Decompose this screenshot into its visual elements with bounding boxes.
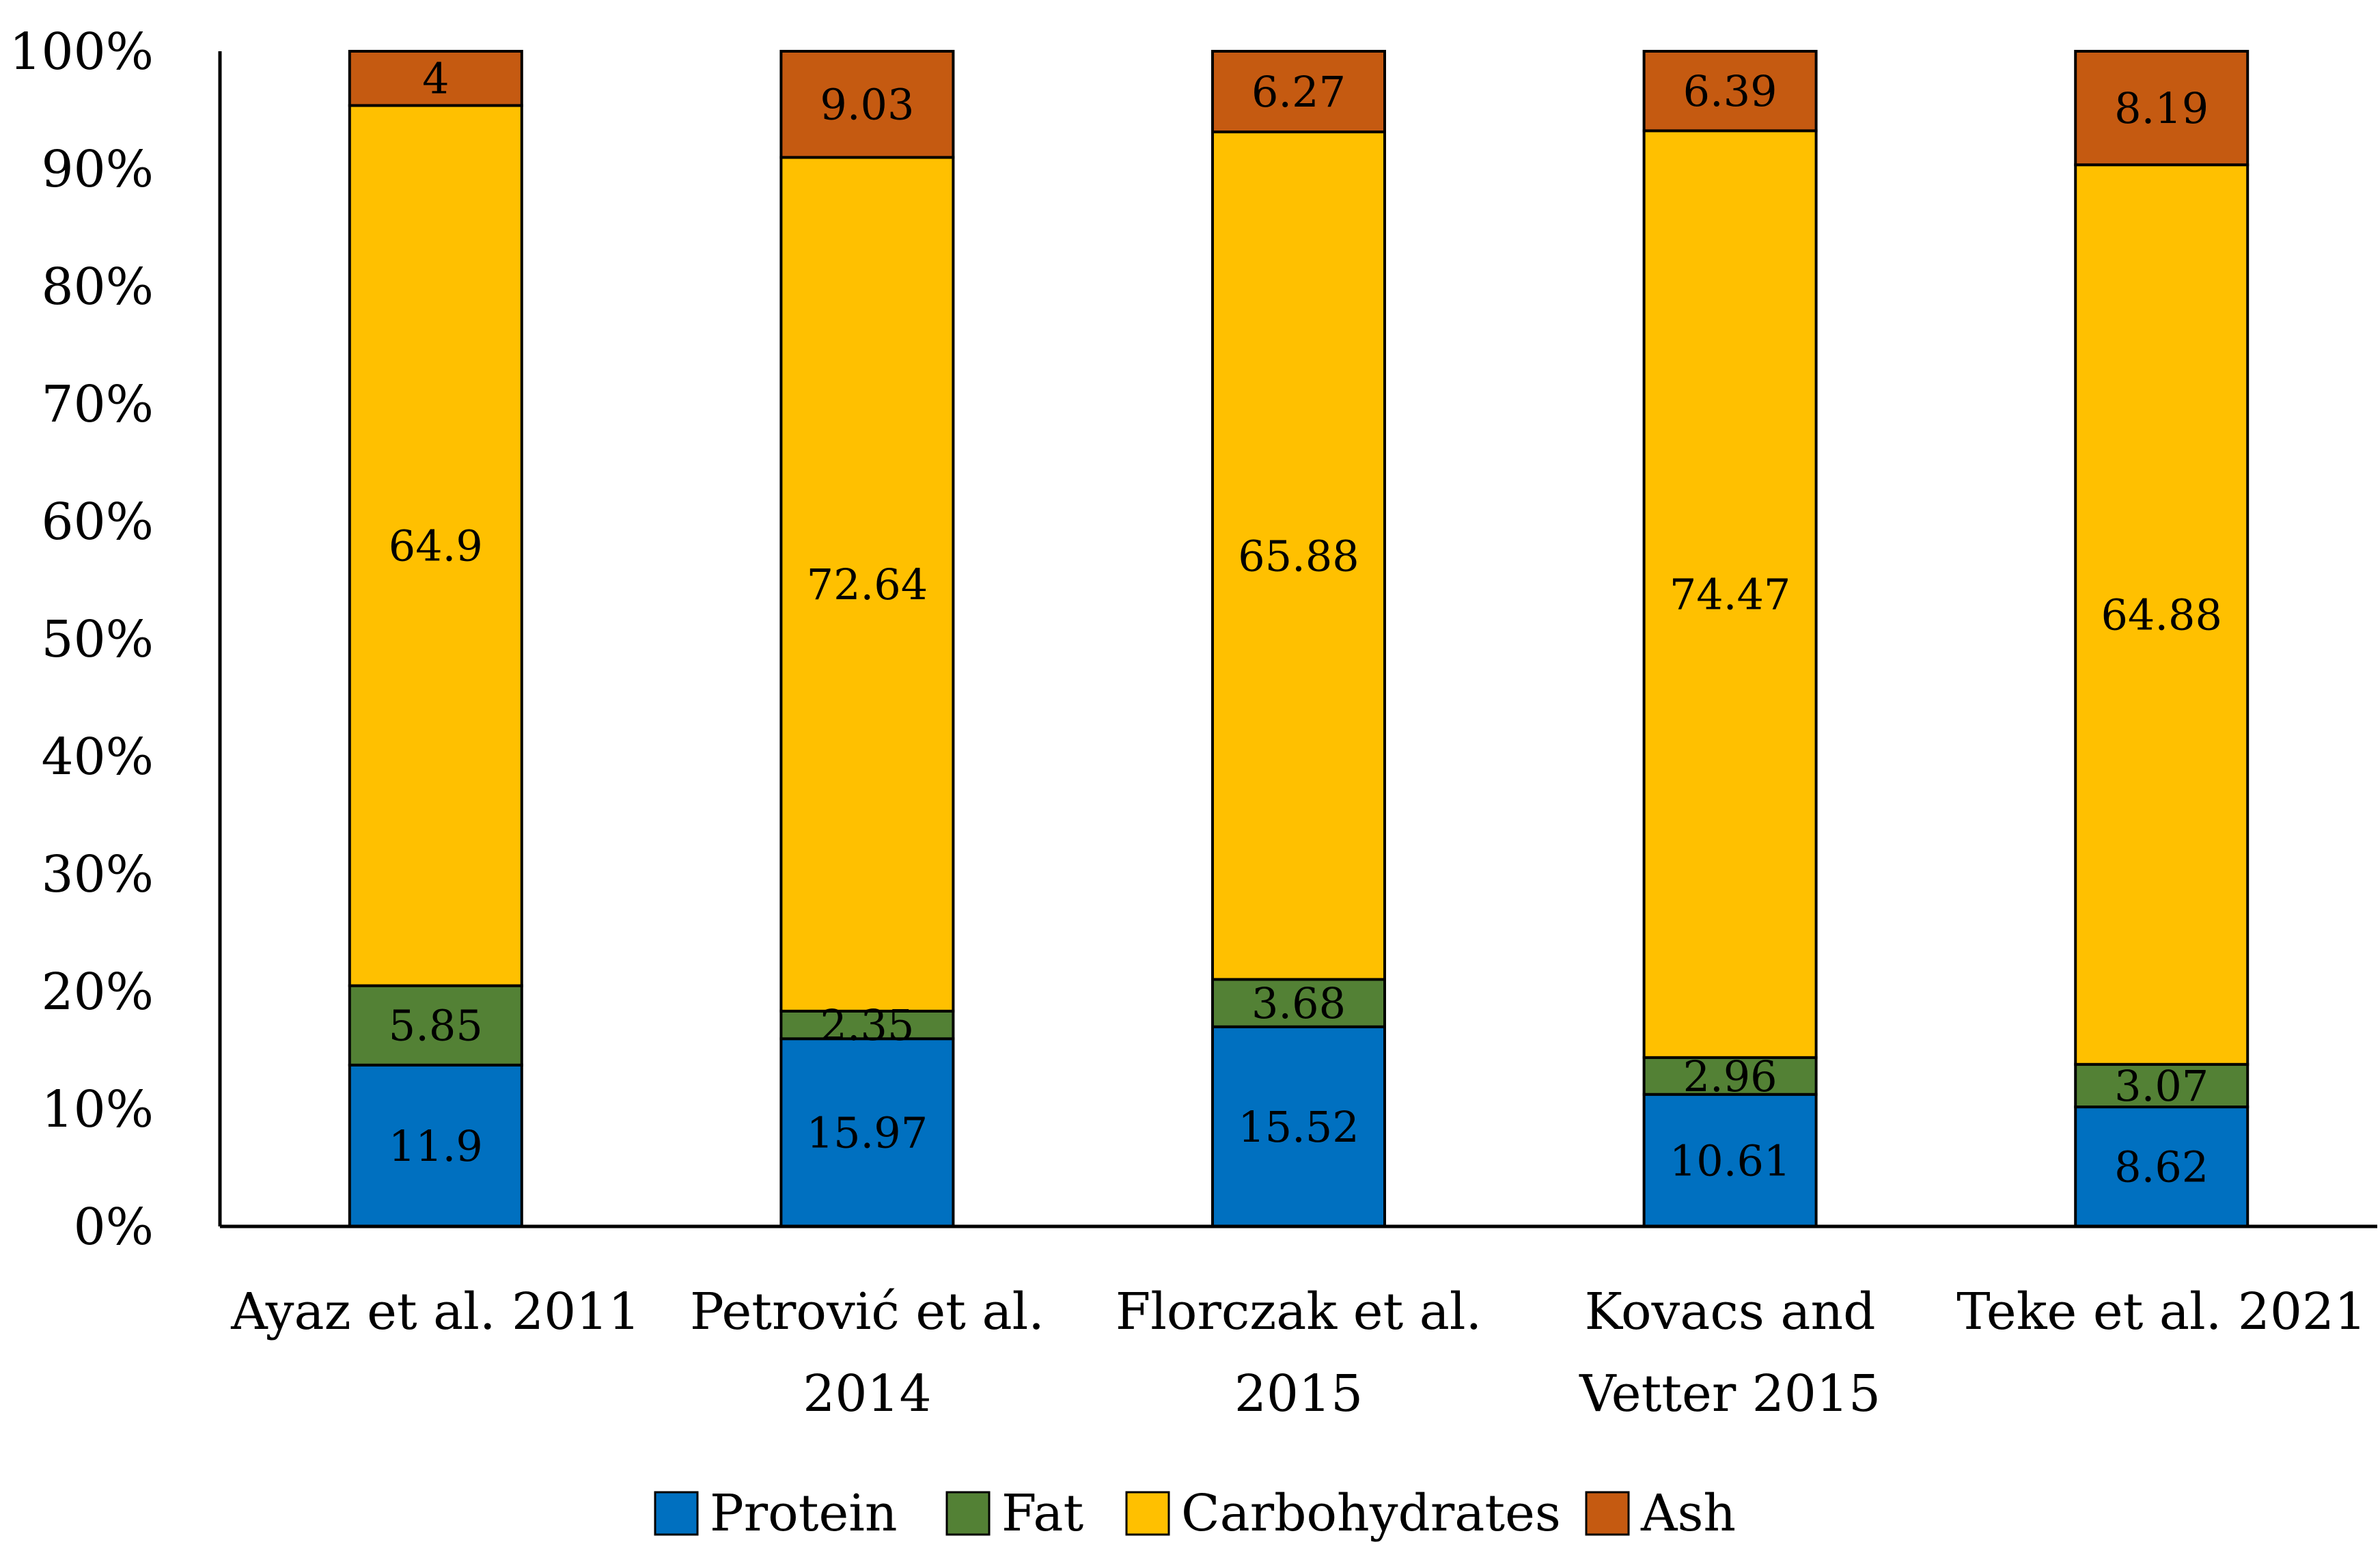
- data-labels: 11.9 5.85 64.9 4 15.97 2.35 72.64 9.03 15.52 3.68…: [389, 54, 2222, 1192]
- bar-ash-2: [1211, 50, 1386, 134]
- data-label-protein: 8.62: [2114, 1142, 2209, 1192]
- bar-protein-0: [348, 1063, 523, 1228]
- data-label-carbohydrates: 65.88: [1238, 531, 1359, 581]
- y-tick-label: 0%: [74, 1198, 154, 1256]
- bar-fat-2: [1211, 978, 1386, 1028]
- x-category-label: 2014: [803, 1364, 931, 1423]
- legend-swatch-ash: [1585, 1491, 1630, 1536]
- data-label-ash: 6.39: [1683, 66, 1777, 116]
- y-axis-ticks: 0% 10% 20% 30% 40% 50% 60% 70% 80% 90% 100%: [9, 23, 154, 1256]
- data-label-fat: 5.85: [389, 1001, 483, 1051]
- data-label-ash: 6.27: [1251, 67, 1346, 117]
- bar-ash-0: [348, 50, 523, 107]
- data-label-protein: 11.9: [389, 1121, 483, 1171]
- data-label-carbohydrates: 74.47: [1670, 570, 1791, 620]
- bar-fat-4: [2074, 1062, 2250, 1109]
- bar-carbohydrates-1: [779, 156, 955, 1013]
- legend: Protein Fat Carbohydrates Ash: [654, 1484, 1736, 1543]
- y-tick-label: 80%: [42, 258, 154, 316]
- data-label-protein: 15.52: [1238, 1102, 1359, 1152]
- data-label-protein: 10.61: [1670, 1136, 1791, 1185]
- y-tick-label: 50%: [42, 610, 154, 669]
- bar-carbohydrates-4: [2074, 163, 2250, 1066]
- data-label-carbohydrates: 72.64: [807, 560, 928, 609]
- y-tick-label: 70%: [42, 375, 154, 434]
- data-label-fat: 3.07: [2114, 1061, 2209, 1111]
- legend-swatch-fat: [945, 1491, 991, 1536]
- legend-swatch-protein: [654, 1491, 699, 1536]
- bar-fat-1: [779, 1009, 955, 1041]
- data-label-ash: 4: [422, 54, 449, 104]
- y-tick-label: 20%: [42, 963, 154, 1021]
- y-tick-label: 90%: [42, 140, 154, 199]
- data-label-protein: 15.97: [807, 1108, 928, 1158]
- y-tick-label: 10%: [42, 1080, 154, 1139]
- x-category-label: Petrović et al.: [690, 1282, 1044, 1341]
- x-category-label: Teke et al. 2021: [1956, 1282, 2366, 1341]
- x-category-label: Ayaz et al. 2011: [230, 1282, 640, 1341]
- data-label-carbohydrates: 64.88: [2101, 590, 2222, 640]
- bar-ash-1: [779, 50, 955, 159]
- x-category-label: Vetter 2015: [1579, 1364, 1881, 1423]
- data-label-fat: 3.68: [1251, 978, 1346, 1028]
- x-category-label: 2015: [1234, 1364, 1363, 1423]
- data-label-fat: 2.96: [1683, 1052, 1777, 1101]
- data-label-fat: 2.35: [820, 1000, 914, 1050]
- y-tick-label: 30%: [42, 845, 154, 904]
- legend-label-fat: Fat: [1001, 1484, 1083, 1543]
- bar-carbohydrates-3: [1642, 129, 1818, 1059]
- bars: [348, 50, 2250, 1228]
- bar-carbohydrates-2: [1211, 130, 1386, 981]
- data-label-carbohydrates: 64.9: [389, 521, 483, 571]
- data-label-ash: 9.03: [820, 80, 914, 130]
- x-category-label: Florczak et al.: [1116, 1282, 1482, 1341]
- bar-ash-3: [1642, 50, 1818, 133]
- y-tick-label: 60%: [42, 493, 154, 551]
- data-label-ash: 8.19: [2114, 83, 2209, 133]
- legend-swatch-carbohydrates: [1125, 1491, 1170, 1536]
- bar-fat-0: [348, 984, 523, 1067]
- y-tick-label: 100%: [9, 23, 154, 81]
- y-tick-label: 40%: [42, 728, 154, 786]
- x-category-label: Kovacs and: [1585, 1282, 1876, 1341]
- legend-label-protein: Protein: [710, 1484, 898, 1543]
- legend-label-carbohydrates: Carbohydrates: [1181, 1484, 1561, 1543]
- bar-ash-4: [2074, 50, 2250, 167]
- legend-label-ash: Ash: [1640, 1484, 1736, 1543]
- x-axis-categories: Ayaz et al. 2011 Petrović et al. 2014 Florc…: [230, 1282, 2366, 1423]
- bar-protein-4: [2074, 1105, 2250, 1228]
